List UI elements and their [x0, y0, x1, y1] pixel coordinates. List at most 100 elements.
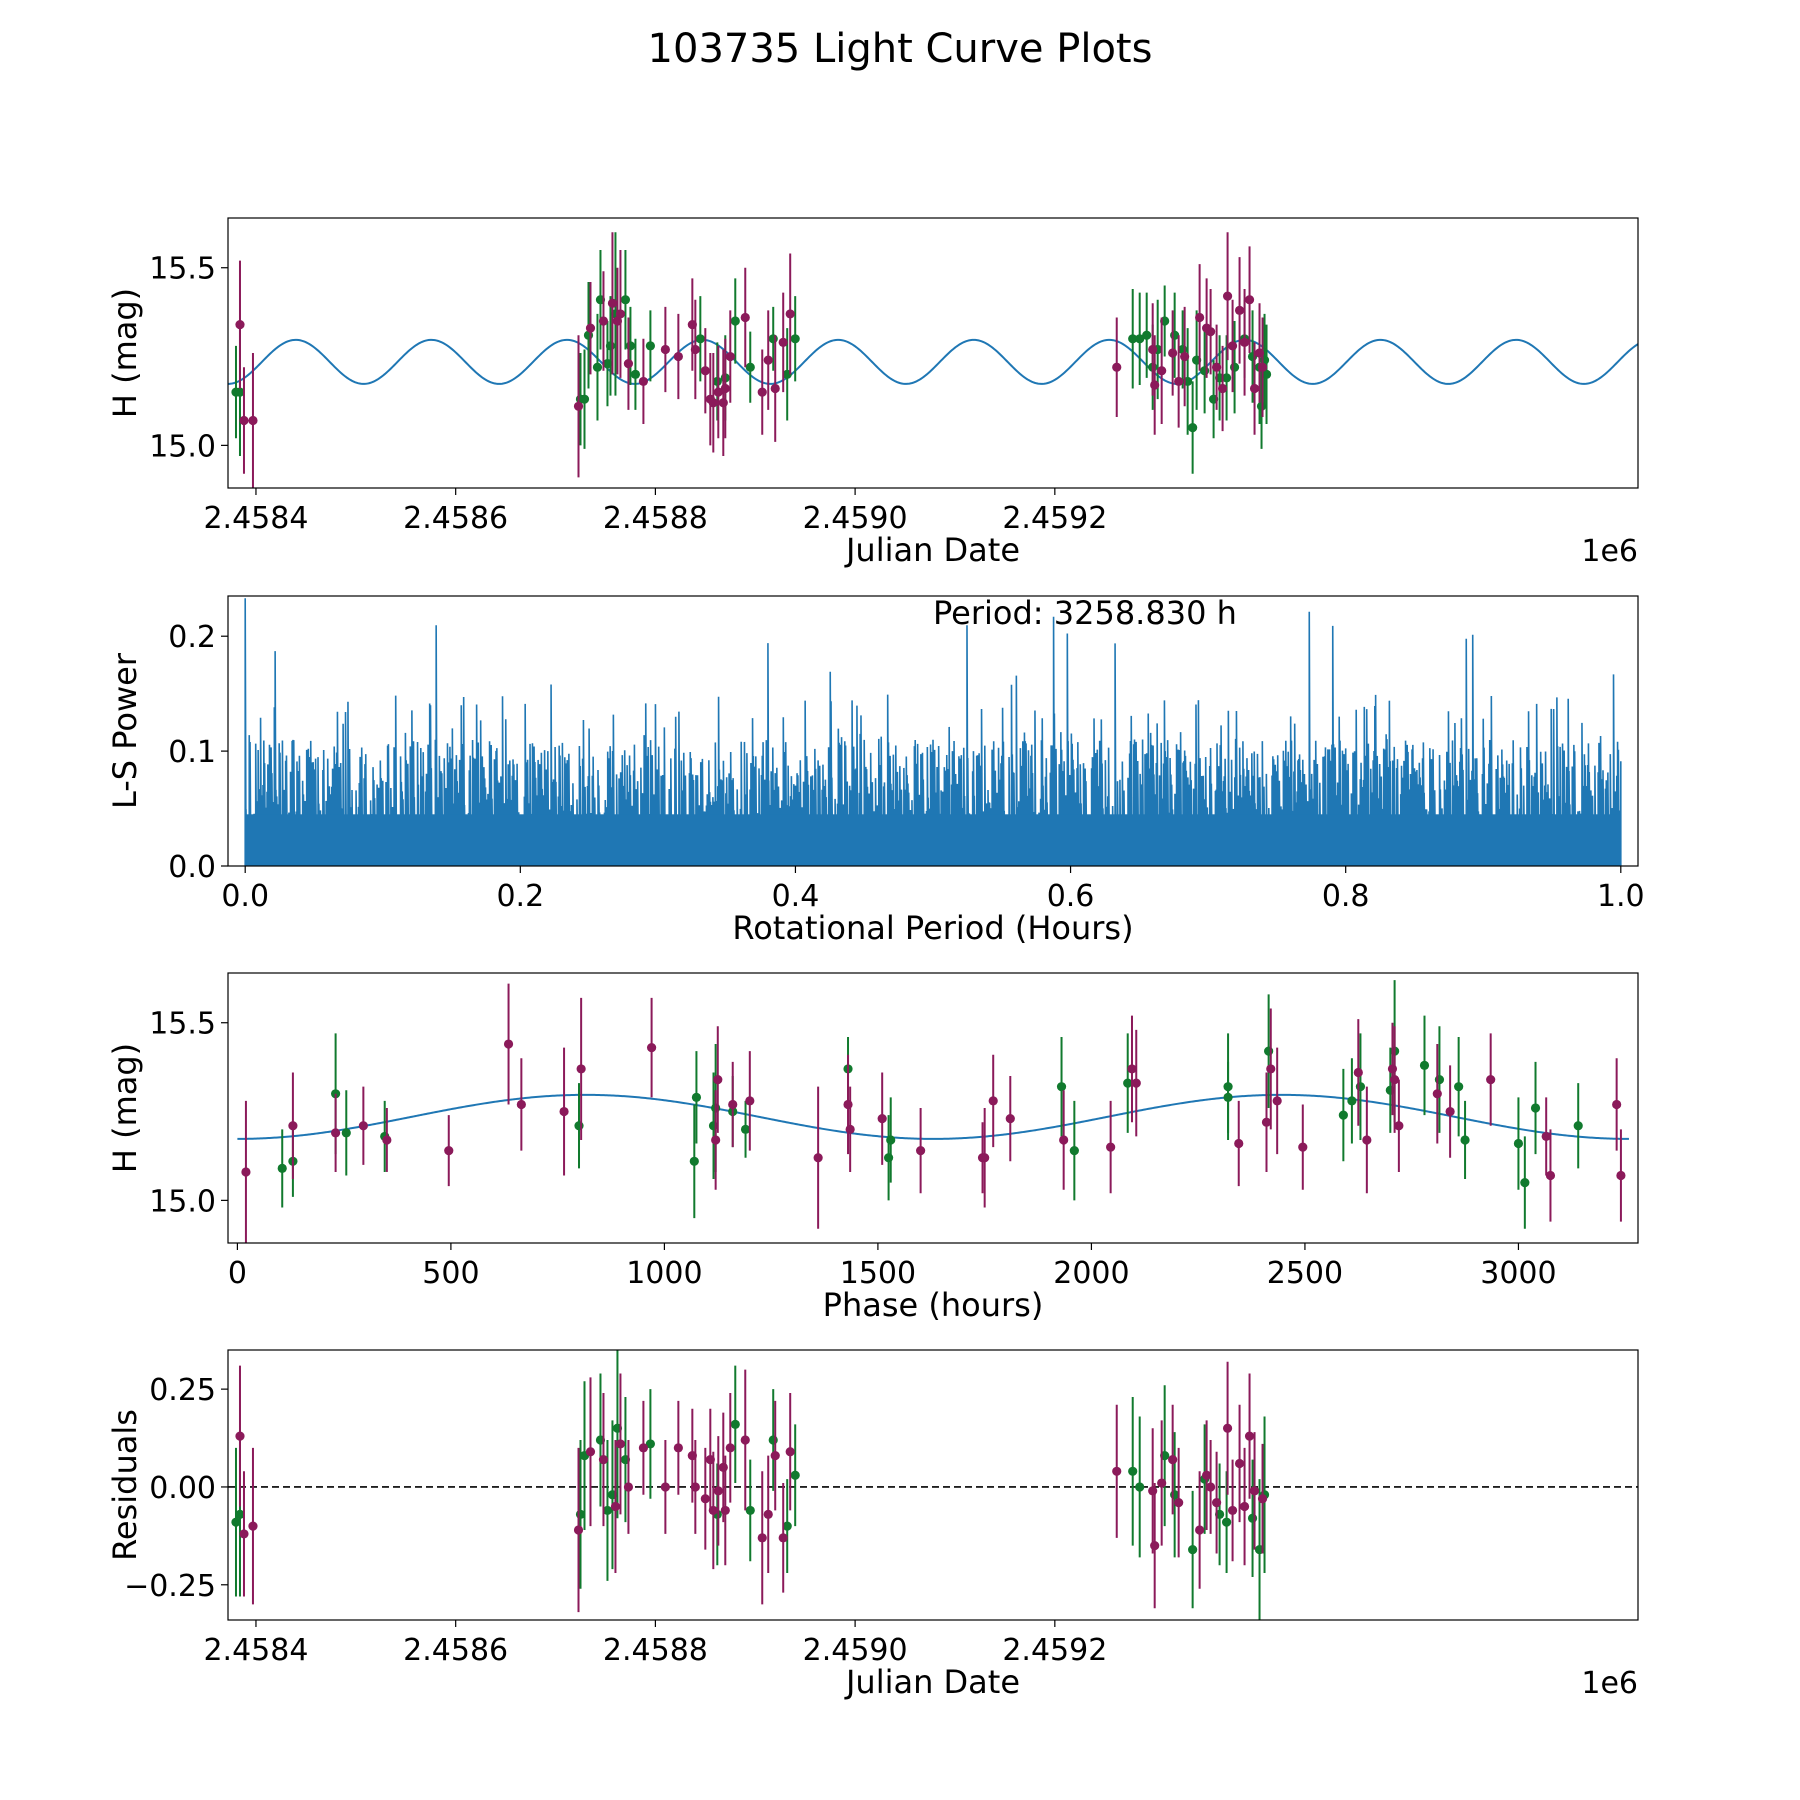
data-point-r [1394, 1121, 1404, 1131]
data-point-g [574, 1121, 584, 1131]
data-point-r [660, 344, 670, 355]
data-point-r [770, 1451, 780, 1461]
x-axis-label: Julian Date [844, 1663, 1020, 1701]
data-point-g [689, 1156, 699, 1166]
data-point-r [239, 1529, 249, 1539]
data-point-r [1005, 1114, 1015, 1124]
data-point-g [1264, 1046, 1274, 1056]
data-point-r [718, 398, 728, 408]
data-point-r [980, 1153, 990, 1163]
data-point-r [288, 1121, 298, 1131]
data-point-g [579, 394, 590, 404]
x-tick-label: 2.4586 [403, 1633, 508, 1668]
data-point-r [1168, 1454, 1178, 1465]
data-point-r [725, 1443, 735, 1453]
data-point-r [444, 1146, 454, 1156]
data-point-r [1234, 305, 1245, 315]
data-point-g [1221, 1517, 1232, 1527]
data-point-r [713, 1486, 723, 1496]
data-point-g [1135, 334, 1145, 344]
data-point-r [1239, 1501, 1250, 1512]
data-point-g [1123, 1078, 1133, 1088]
axes-frame [227, 972, 1639, 1244]
x-offset-label: 1e6 [1581, 1666, 1638, 1701]
data-point-g [592, 362, 603, 372]
data-point-r [598, 1454, 609, 1465]
y-tick-label: 15.5 [149, 1007, 216, 1042]
data-point-r [673, 351, 683, 362]
data-point-r [763, 355, 773, 365]
y-tick-label: 15.5 [149, 252, 216, 287]
x-tick-label: 0 [228, 1256, 247, 1291]
data-point-r [778, 337, 788, 347]
data-point-g [691, 1092, 702, 1102]
data-point-g [605, 341, 616, 351]
data-point-r [623, 359, 634, 369]
data-point-r [1227, 1505, 1238, 1516]
data-point-r [728, 1099, 738, 1110]
data-point-g [630, 369, 641, 379]
data-point-g [1454, 1082, 1464, 1092]
axes-frame [227, 1349, 1639, 1621]
x-tick-label: 1500 [840, 1256, 916, 1291]
data-points [231, 1350, 1270, 1620]
x-axis-label: Julian Date [844, 531, 1020, 569]
data-point-r [1234, 1138, 1244, 1149]
data-point-g [341, 1128, 351, 1138]
data-point-r [813, 1153, 823, 1163]
data-point-g [1520, 1178, 1530, 1188]
data-point-g [1128, 1466, 1138, 1476]
axes-frame [227, 217, 1639, 489]
data-point-r [503, 1039, 514, 1049]
data-point-g [883, 1153, 894, 1163]
data-point-g [277, 1163, 287, 1173]
lightcurve-panel: 2.4584 2.4586 2.4588 2.4590 2.4592 15.0 15.5 Ju… [106, 217, 1639, 569]
data-point-r [713, 387, 723, 397]
data-point-r [615, 1439, 626, 1449]
data-point-r [1249, 383, 1260, 394]
data-point-g [790, 334, 800, 344]
data-point-r [1234, 1458, 1245, 1469]
data-point-g [886, 1135, 896, 1145]
data-point-r [1244, 295, 1255, 305]
y-tick-label: 0.1 [168, 735, 216, 770]
x-tick-label: 2.4592 [1002, 501, 1107, 536]
data-point-r [708, 398, 718, 408]
data-point-r [239, 415, 249, 426]
model-curve [237, 1093, 1629, 1140]
data-point-r [248, 1521, 258, 1531]
data-point-r [235, 319, 245, 330]
data-points [231, 232, 1272, 488]
data-point-r [1202, 1470, 1212, 1480]
data-point-r [778, 1533, 788, 1543]
data-point-r [615, 309, 626, 319]
data-point-r [516, 1099, 526, 1110]
data-point-r [1249, 1486, 1260, 1496]
figure-title: 103735 Light Curve Plots [647, 26, 1153, 72]
data-point-g [730, 316, 740, 326]
x-tick-label: 0.8 [1322, 879, 1370, 914]
data-point-g [1223, 1092, 1233, 1102]
data-point-g [1347, 1096, 1357, 1106]
data-point-g [790, 1470, 800, 1480]
data-point-g [1135, 1482, 1145, 1492]
data-point-g [1338, 1110, 1348, 1120]
data-point-r [1244, 1431, 1255, 1441]
data-point-g [1513, 1138, 1524, 1149]
data-point-r [1180, 351, 1190, 362]
data-point-r [1616, 1170, 1626, 1181]
data-point-r [690, 344, 700, 355]
axes-frame [227, 595, 1639, 867]
data-point-g [235, 1509, 245, 1519]
x-tick-label: 2000 [1053, 1256, 1129, 1291]
data-point-g [620, 295, 631, 305]
data-point-r [638, 1443, 649, 1453]
data-point-r [241, 1167, 251, 1177]
data-point-g [645, 1439, 656, 1449]
data-point-r [1150, 1541, 1160, 1551]
data-point-r [720, 1505, 730, 1516]
data-point-g [730, 1419, 740, 1429]
data-point-r [763, 1509, 773, 1519]
data-point-r [607, 298, 618, 308]
